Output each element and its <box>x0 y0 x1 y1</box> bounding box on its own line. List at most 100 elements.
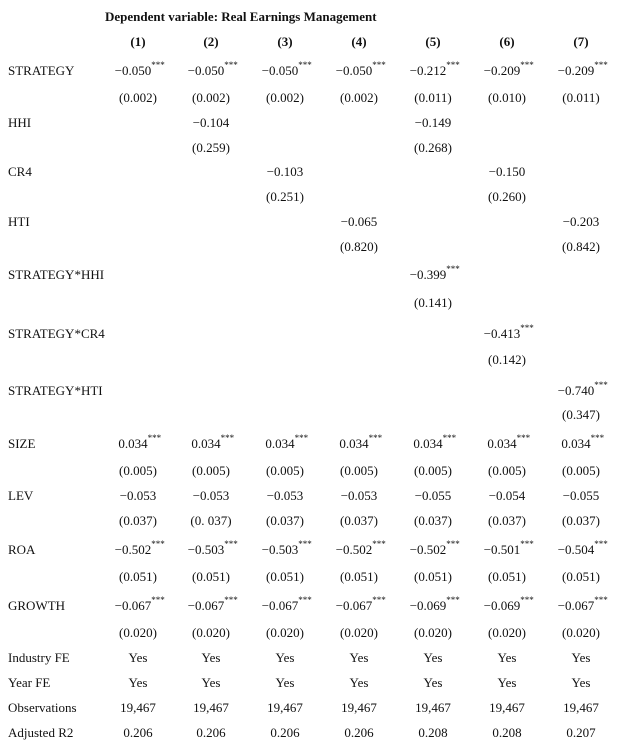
standard-error: (0.037) <box>414 513 452 528</box>
significance-stars: *** <box>298 60 312 70</box>
row-label: CR4 <box>8 164 32 179</box>
significance-stars: *** <box>220 433 235 443</box>
footer-value: Yes <box>349 650 369 665</box>
standard-error: (0.051) <box>119 569 157 584</box>
coefficient: −0.065 <box>340 214 378 229</box>
coefficient: −0.053 <box>192 488 230 503</box>
standard-error: (0.037) <box>340 513 378 528</box>
coefficient: −0.502 *** <box>115 539 165 558</box>
footer-value: Yes <box>349 675 369 690</box>
significance-stars: *** <box>446 60 460 70</box>
standard-error: (0.011) <box>414 90 452 105</box>
coefficient: −0.050 *** <box>336 60 386 79</box>
column-header: (5) <box>425 34 441 49</box>
significance-stars: *** <box>442 433 457 443</box>
standard-error: (0.141) <box>414 295 452 310</box>
coefficient: 0.034 *** <box>191 433 234 452</box>
standard-error: (0.142) <box>488 352 526 367</box>
standard-error: (0.011) <box>562 90 600 105</box>
standard-error: (0.020) <box>340 625 378 640</box>
coefficient: −0.067 *** <box>336 595 386 614</box>
standard-error: (0.251) <box>266 189 304 204</box>
column-header: (2) <box>203 34 219 49</box>
row-label: Year FE <box>8 675 51 690</box>
coefficient: −0.069 *** <box>484 595 534 614</box>
column-header: (7) <box>573 34 589 49</box>
standard-error: (0.020) <box>192 625 230 640</box>
coefficient: −0.050 *** <box>115 60 165 79</box>
footer-value: Yes <box>275 650 295 665</box>
standard-error: (0.005) <box>192 463 230 478</box>
significance-stars: *** <box>151 595 165 605</box>
row-label: Observations <box>8 700 77 715</box>
footer-value: Yes <box>128 650 148 665</box>
footer-value: 19,467 <box>489 700 525 715</box>
significance-stars: *** <box>590 433 605 443</box>
significance-stars: *** <box>594 380 608 390</box>
standard-error: (0.037) <box>266 513 304 528</box>
standard-error: (0.051) <box>192 569 230 584</box>
coefficient: 0.034 *** <box>561 433 604 452</box>
coefficient: −0.502 *** <box>410 539 460 558</box>
footer-value: Yes <box>497 675 517 690</box>
significance-stars: *** <box>446 595 460 605</box>
standard-error: (0.347) <box>562 407 600 422</box>
row-label: HHI <box>8 115 32 130</box>
column-header: (4) <box>351 34 367 49</box>
coefficient: −0.502 *** <box>336 539 386 558</box>
standard-error: (0.037) <box>119 513 157 528</box>
significance-stars: *** <box>151 539 165 549</box>
standard-error: (0.020) <box>266 625 304 640</box>
significance-stars: *** <box>520 539 534 549</box>
row-label: SIZE <box>8 436 36 451</box>
standard-error: (0.005) <box>488 463 526 478</box>
footer-value: 0.206 <box>196 725 226 740</box>
standard-error: (0.002) <box>266 90 304 105</box>
standard-error: (0.020) <box>562 625 600 640</box>
standard-error: (0.005) <box>340 463 378 478</box>
coefficient: −0.740 *** <box>558 380 608 399</box>
row-label: STRATEGY*HHI <box>8 267 105 282</box>
coefficient: −0.399 *** <box>410 264 460 283</box>
standard-error: (0.268) <box>414 140 452 155</box>
row-label: Industry FE <box>8 650 70 665</box>
coefficient: −0.067 *** <box>558 595 608 614</box>
significance-stars: *** <box>224 60 238 70</box>
standard-error: (0.002) <box>340 90 378 105</box>
table-title: Dependent variable: Real Earnings Manage… <box>105 9 377 24</box>
footer-value: 0.208 <box>492 725 522 740</box>
standard-error: (0.020) <box>119 625 157 640</box>
standard-error: (0.020) <box>488 625 526 640</box>
standard-error: (0.051) <box>414 569 452 584</box>
footer-value: 19,467 <box>341 700 377 715</box>
coefficient: −0.067 *** <box>262 595 312 614</box>
footer-value: 19,467 <box>267 700 303 715</box>
standard-error: (0.010) <box>488 90 526 105</box>
footer-value: 19,467 <box>120 700 156 715</box>
standard-error: (0.051) <box>488 569 526 584</box>
row-label: Adjusted R2 <box>8 725 74 740</box>
coefficient: −0.055 <box>562 488 600 503</box>
footer-value: Yes <box>423 650 443 665</box>
row-label: STRATEGY <box>8 63 75 78</box>
footer-value: Yes <box>423 675 443 690</box>
standard-error: (0.037) <box>562 513 600 528</box>
row-label: HTI <box>8 214 30 229</box>
footer-value: 0.206 <box>123 725 153 740</box>
coefficient: −0.054 <box>488 488 526 503</box>
coefficient: −0.050 *** <box>188 60 238 79</box>
standard-error: (0.260) <box>488 189 526 204</box>
significance-stars: *** <box>298 539 312 549</box>
significance-stars: *** <box>520 595 534 605</box>
standard-error: (0.020) <box>414 625 452 640</box>
significance-stars: *** <box>520 60 534 70</box>
coefficient: −0.504 *** <box>558 539 608 558</box>
significance-stars: *** <box>594 595 608 605</box>
row-label: ROA <box>8 542 36 557</box>
coefficient: −0.069 *** <box>410 595 460 614</box>
footer-value: 19,467 <box>193 700 229 715</box>
coefficient: 0.034 *** <box>487 433 530 452</box>
significance-stars: *** <box>516 433 531 443</box>
coefficient: 0.034 *** <box>118 433 161 452</box>
